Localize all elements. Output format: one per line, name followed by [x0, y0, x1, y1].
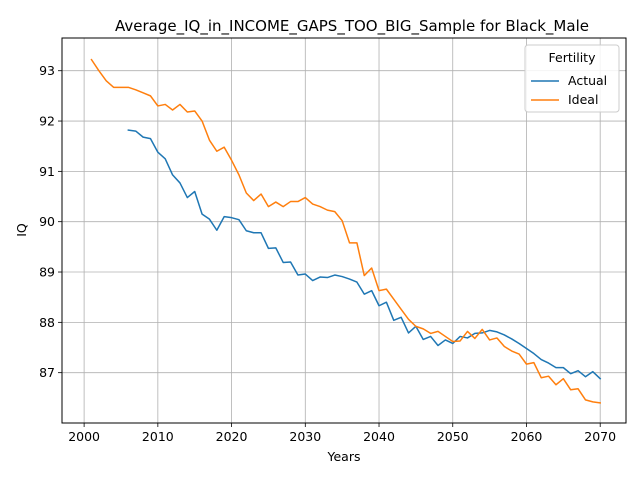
gridlines: [62, 38, 626, 423]
legend: Fertility Actual Ideal: [524, 44, 620, 113]
x-tick-label: 2040: [363, 429, 395, 444]
y-tick-label: 88: [39, 315, 55, 330]
x-tick-label: 2060: [511, 429, 543, 444]
y-tick-label: 92: [39, 114, 55, 129]
x-tick-label: 2030: [289, 429, 321, 444]
y-tick-label: 87: [39, 365, 55, 380]
series-layer: [90, 58, 602, 404]
x-tick-label: 2050: [437, 429, 469, 444]
x-tick-label: 2000: [68, 429, 100, 444]
x-tick-label: 2020: [216, 429, 248, 444]
x-tick-label: 2010: [142, 429, 174, 444]
y-tick-label: 89: [39, 265, 55, 280]
legend-label-actual: Actual: [568, 73, 607, 88]
series-line-ideal: [90, 58, 602, 404]
legend-title: Fertility: [549, 50, 597, 65]
y-tick-label: 91: [39, 164, 55, 179]
x-axis-ticks: 2000 2010 2020 2030 2040 2050 2060 2070: [68, 423, 616, 444]
chart-title: Average_IQ_in_INCOME_GAPS_TOO_BIG_Sample…: [115, 17, 589, 36]
x-axis-label: Years: [327, 449, 361, 464]
y-axis-label: IQ: [14, 223, 29, 237]
series-line-actual: [127, 129, 602, 380]
y-tick-label: 90: [39, 214, 55, 229]
plot-area-frame: [61, 37, 627, 424]
legend-frame: [524, 44, 620, 113]
y-axis-ticks: 87 88 89 90 91 92 93: [39, 63, 62, 380]
legend-label-ideal: Ideal: [568, 92, 598, 107]
x-tick-label: 2070: [584, 429, 616, 444]
y-tick-label: 93: [39, 63, 55, 78]
